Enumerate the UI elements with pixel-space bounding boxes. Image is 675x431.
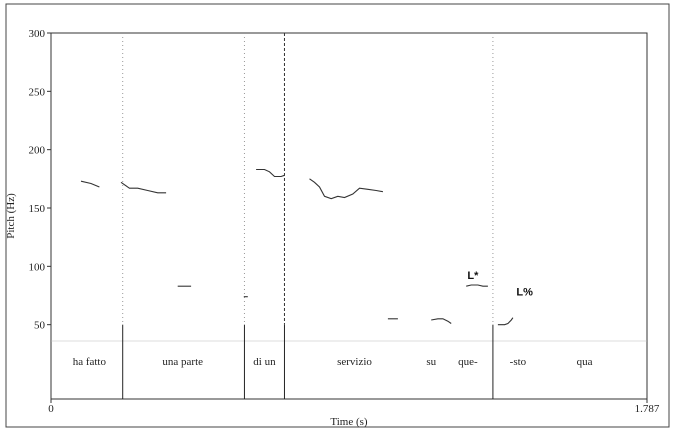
pitch-segment [80, 180, 100, 188]
pitch-segment [497, 317, 514, 326]
y-axis-label: Pitch (Hz) [5, 193, 17, 239]
y-tick-label: 250 [29, 86, 46, 98]
pitch-segment [309, 178, 383, 200]
x-axis-ticks: 0 1.787 [48, 399, 660, 415]
pitch-contour [80, 168, 514, 326]
pitch-segment [431, 318, 452, 324]
tone-labels: L* L% [467, 270, 533, 298]
word-tier: ha fatto una parte di un servizio su que- -sto… [73, 356, 593, 368]
word-label: ha fatto [73, 356, 107, 368]
pitch-segment [120, 181, 167, 194]
y-tick-label: 300 [29, 28, 46, 40]
word-label: -sto [510, 356, 527, 368]
word-label: una parte [162, 356, 203, 368]
y-tick-label: 50 [34, 320, 46, 332]
outer-border [5, 3, 670, 428]
y-axis-ticks: 50 100 150 200 250 300 [29, 28, 51, 332]
tone-label: L% [516, 286, 533, 298]
y-tick-label: 100 [29, 261, 46, 273]
boundary-lines [122, 33, 494, 399]
y-tick-label: 200 [29, 145, 46, 157]
plot-frame [50, 32, 648, 400]
pitch-segment [256, 168, 285, 178]
word-label: servizio [337, 356, 372, 368]
x-tick-label: 1.787 [635, 403, 660, 415]
x-axis-label: Time (s) [330, 416, 368, 428]
x-tick-label: 0 [48, 403, 54, 415]
word-label: su [426, 356, 436, 368]
word-label: que- [458, 356, 478, 368]
tone-label: L* [467, 270, 479, 282]
word-label: qua [577, 356, 593, 368]
word-label: di un [253, 356, 276, 368]
pitch-segment [466, 284, 488, 287]
y-tick-label: 150 [29, 203, 46, 215]
